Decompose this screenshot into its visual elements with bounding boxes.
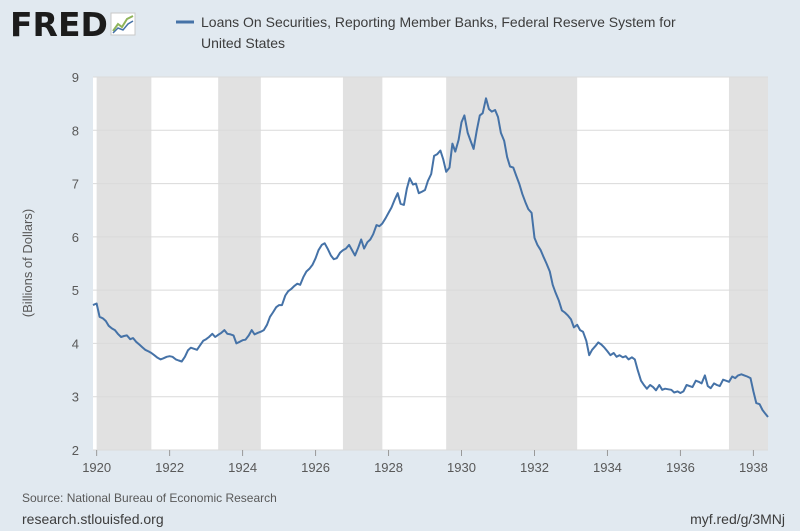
y-axis-title: (Billions of Dollars) (20, 209, 35, 317)
x-tick-label: 1930 (447, 460, 476, 475)
y-tick-label: 5 (72, 283, 79, 298)
legend: Loans On Securities, Reporting Member Ba… (176, 14, 676, 51)
x-tick-label: 1936 (666, 460, 695, 475)
x-tick-label: 1934 (593, 460, 622, 475)
y-axis-ticks: 2 3 4 5 6 7 8 9 (72, 70, 79, 458)
recession-shading (96, 77, 768, 450)
source-note: Source: National Bureau of Economic Rese… (22, 491, 277, 505)
x-tick-label: 1924 (228, 460, 257, 475)
x-tick-label: 1922 (155, 460, 184, 475)
recession-band (446, 77, 578, 450)
fred-logo[interactable]: FRED (10, 5, 136, 44)
y-tick-label: 9 (72, 70, 79, 85)
x-tick-label: 1932 (520, 460, 549, 475)
trend-chart-icon (110, 12, 136, 36)
y-tick-label: 3 (72, 390, 79, 405)
legend-label-line-1: Loans On Securities, Reporting Member Ba… (201, 14, 676, 30)
y-tick-label: 2 (72, 443, 79, 458)
x-tick-label: 1938 (739, 460, 768, 475)
plot-area (93, 77, 768, 450)
series-line (92, 97, 769, 418)
x-axis-ticks: 1920 1922 1924 1926 1928 1930 1932 1934 1936 1938 (82, 450, 768, 475)
recession-band (218, 77, 261, 450)
logo-text: FRED (10, 5, 108, 44)
recession-band (342, 77, 383, 450)
legend-label-line-2: United States (201, 35, 285, 51)
y-tick-label: 6 (72, 230, 79, 245)
x-tick-label: 1920 (82, 460, 111, 475)
recession-band (728, 77, 768, 450)
recession-band (96, 77, 152, 450)
x-tick-label: 1926 (301, 460, 330, 475)
y-tick-label: 8 (72, 123, 79, 138)
short-link[interactable]: myf.red/g/3MNj (690, 511, 785, 527)
x-tick-label: 1928 (374, 460, 403, 475)
y-tick-label: 4 (72, 336, 79, 351)
y-tick-label: 7 (72, 177, 79, 192)
gridlines (93, 76, 768, 451)
site-link[interactable]: research.stlouisfed.org (22, 511, 164, 527)
